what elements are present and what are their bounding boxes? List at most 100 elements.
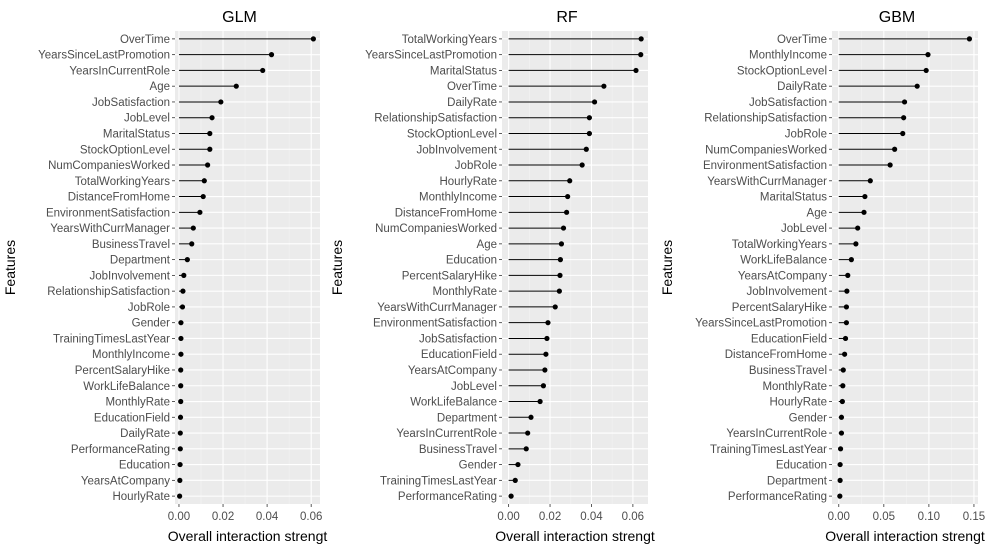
rf-x-tick-label: 0.02 bbox=[539, 511, 561, 523]
gbm-x-tick-label: 0.15 bbox=[963, 511, 985, 523]
gbm-point bbox=[837, 493, 843, 499]
rf-y-tick-label: NumCompaniesWorked bbox=[375, 223, 497, 235]
gbm-y-tick-label: EnvironmentSatisfaction bbox=[703, 160, 827, 172]
glm-y-tick-label: MonthlyIncome bbox=[92, 349, 170, 361]
rf-x-tick-label: 0.06 bbox=[622, 511, 644, 523]
gbm-y-tick-label: Education bbox=[776, 460, 827, 472]
gbm-point bbox=[901, 99, 908, 105]
glm-panel-background bbox=[175, 31, 320, 504]
glm-y-tick-label: EnvironmentSatisfaction bbox=[46, 207, 170, 219]
gbm-point bbox=[887, 162, 893, 168]
rf-point bbox=[552, 304, 558, 310]
glm-point bbox=[268, 52, 275, 58]
gbm-y-tick-label: DailyRate bbox=[777, 81, 827, 93]
glm-y-axis-label: Features bbox=[2, 240, 18, 295]
gbm-point bbox=[925, 52, 931, 58]
glm-point bbox=[177, 477, 183, 483]
gbm-y-tick-label: YearsInCurrentRole bbox=[726, 428, 827, 440]
glm-y-tick-label: MaritalStatus bbox=[103, 128, 170, 140]
glm-x-tick-label: 0.00 bbox=[168, 511, 190, 523]
glm-point bbox=[179, 304, 186, 310]
glm-y-tick-label: HourlyRate bbox=[112, 491, 170, 503]
gbm-point bbox=[855, 225, 861, 231]
rf-y-tick-label: JobInvolvement bbox=[416, 144, 497, 156]
rf-point bbox=[542, 367, 548, 373]
rf-point bbox=[537, 398, 543, 405]
rf-point bbox=[540, 383, 547, 389]
rf-point bbox=[633, 67, 639, 74]
gbm-point bbox=[840, 367, 846, 373]
rf-y-tick-label: JobLevel bbox=[451, 381, 497, 393]
rf-y-tick-label: WorkLifeBalance bbox=[410, 397, 497, 409]
rf-point bbox=[564, 209, 570, 215]
rf-point bbox=[557, 272, 563, 278]
glm-y-tick-label: NumCompaniesWorked bbox=[48, 160, 170, 172]
gbm-point bbox=[845, 272, 851, 278]
rf-y-tick-label: JobRole bbox=[455, 160, 497, 172]
glm-y-tick-label: PerformanceRating bbox=[71, 444, 170, 456]
rf-point bbox=[556, 288, 562, 294]
rf-x-axis-label: Overall interaction strengt bbox=[495, 528, 655, 544]
rf-y-tick-label: MonthlyRate bbox=[432, 286, 497, 298]
rf-point bbox=[586, 115, 592, 121]
gbm-point bbox=[837, 461, 843, 468]
rf-point bbox=[638, 36, 644, 42]
glm-point bbox=[178, 335, 184, 342]
glm-point bbox=[178, 383, 184, 389]
glm-y-tick-label: JobRole bbox=[128, 302, 170, 314]
glm-point bbox=[218, 99, 224, 105]
gbm-y-tick-label: OverTime bbox=[777, 34, 827, 46]
gbm-y-tick-label: MaritalStatus bbox=[760, 192, 827, 204]
gbm-point bbox=[840, 383, 846, 389]
gbm-point bbox=[867, 178, 873, 184]
gbm-y-tick-label: JobLevel bbox=[781, 223, 827, 235]
rf-point bbox=[579, 162, 585, 168]
glm-point bbox=[184, 257, 190, 263]
gbm-point bbox=[853, 241, 859, 247]
rf-y-tick-label: DistanceFromHome bbox=[395, 207, 497, 219]
glm-point bbox=[177, 493, 183, 499]
rf-point bbox=[583, 146, 589, 152]
glm-point bbox=[190, 225, 196, 231]
glm-y-tick-label: DailyRate bbox=[120, 428, 170, 440]
glm-point bbox=[178, 351, 184, 357]
rf-point bbox=[525, 430, 531, 436]
gbm-y-tick-label: Gender bbox=[789, 412, 828, 424]
rf-y-tick-label: StockOptionLevel bbox=[407, 128, 497, 140]
rf-panel-background bbox=[502, 31, 648, 504]
gbm-point bbox=[848, 257, 854, 263]
glm-point bbox=[233, 83, 239, 89]
gbm-y-tick-label: TrainingTimesLastYear bbox=[710, 444, 827, 456]
rf-point bbox=[560, 225, 567, 231]
rf-y-tick-label: YearsAtCompany bbox=[408, 365, 497, 377]
gbm-title: GBM bbox=[879, 9, 915, 26]
gbm-point bbox=[966, 36, 973, 42]
gbm-y-tick-label: JobInvolvement bbox=[746, 286, 827, 298]
gbm-point bbox=[843, 320, 850, 326]
rf-y-tick-label: Education bbox=[446, 255, 497, 267]
glm-y-tick-label: BusinessTravel bbox=[92, 239, 170, 251]
gbm-point bbox=[837, 446, 844, 452]
glm-y-tick-label: MonthlyRate bbox=[105, 397, 170, 409]
rf-title: RF bbox=[556, 9, 578, 26]
glm-point bbox=[177, 461, 183, 468]
glm-point bbox=[209, 115, 215, 121]
gbm-y-tick-label: YearsSinceLastPromotion bbox=[695, 318, 827, 330]
glm-y-tick-label: Gender bbox=[132, 318, 171, 330]
gbm-point bbox=[837, 477, 843, 483]
glm-y-tick-label: JobInvolvement bbox=[89, 270, 170, 282]
gbm-point bbox=[843, 304, 850, 310]
gbm-point bbox=[842, 351, 848, 357]
glm-point bbox=[189, 241, 195, 247]
rf-y-axis-label: Features bbox=[329, 240, 345, 295]
rf-point bbox=[544, 335, 550, 342]
glm-x-axis-label: Overall interaction strengt bbox=[168, 528, 328, 544]
glm-y-tick-label: RelationshipSatisfaction bbox=[47, 286, 170, 298]
glm-point bbox=[177, 430, 183, 436]
glm-x-tick-label: 0.06 bbox=[300, 511, 322, 523]
gbm-point bbox=[861, 209, 867, 215]
rf-point bbox=[558, 241, 565, 247]
glm-y-tick-label: Education bbox=[119, 460, 170, 472]
gbm-y-tick-label: HourlyRate bbox=[769, 397, 827, 409]
